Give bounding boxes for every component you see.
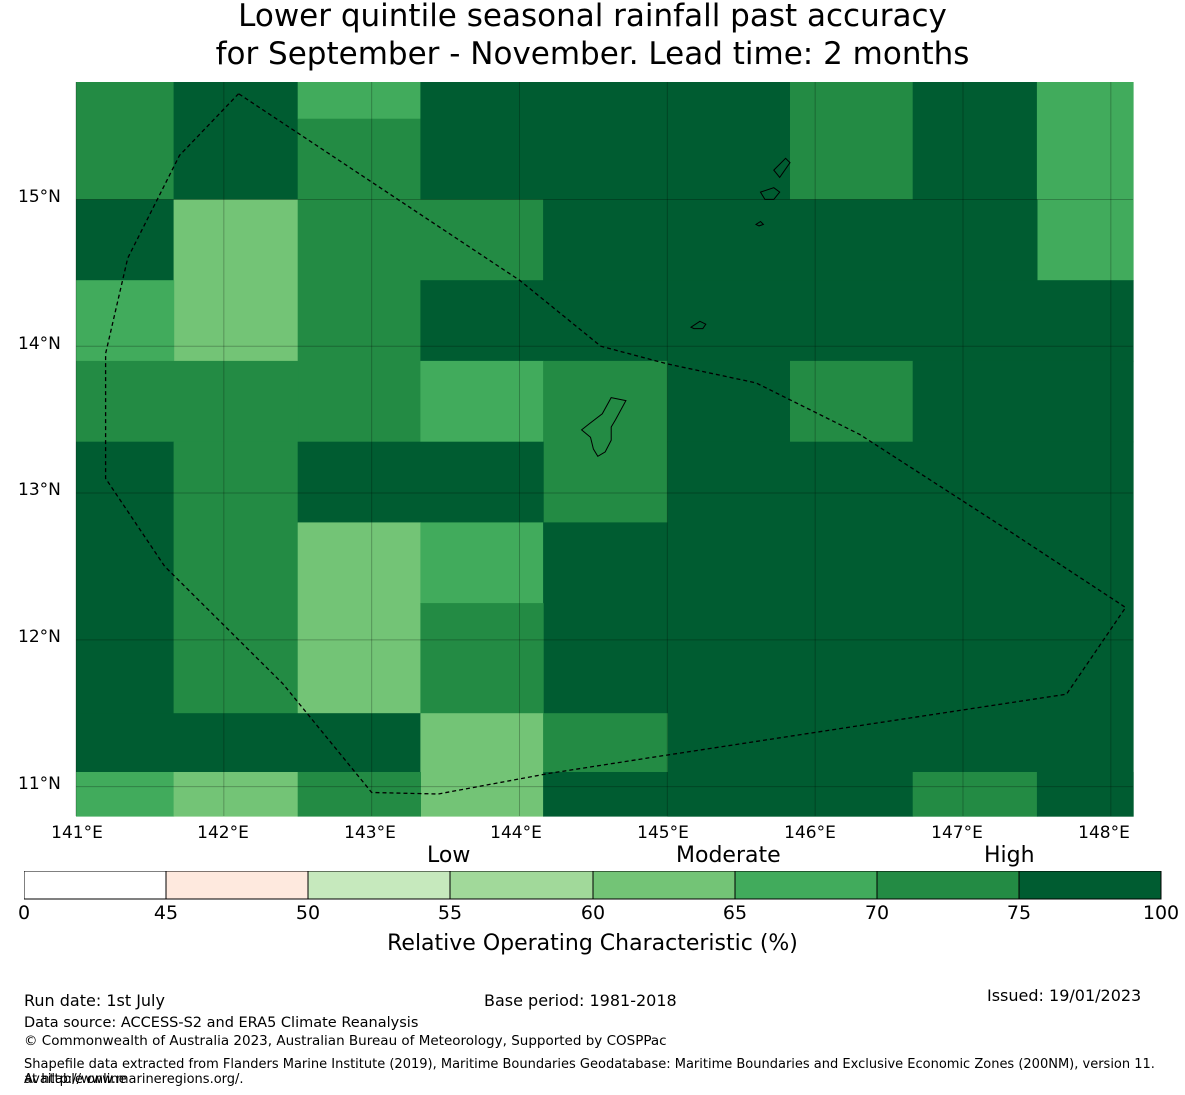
grid-cell	[173, 772, 299, 817]
lon-label-143e: 143°E	[344, 823, 396, 843]
colorbar-segment-60-65	[592, 871, 736, 900]
colorbar-segment-75-100	[1018, 871, 1162, 900]
lon-label-145e: 145°E	[637, 823, 689, 843]
grid-cell	[173, 82, 299, 200]
island-outline	[773, 157, 791, 179]
grid-cell	[1036, 772, 1134, 817]
grid-cell	[543, 772, 914, 817]
run-date: Run date: 1st July	[24, 991, 165, 1010]
colorbar-segment-50-55	[307, 871, 451, 900]
grid-cell	[173, 199, 299, 362]
island-outline	[754, 220, 765, 227]
grid-cell	[1036, 82, 1134, 281]
colorbar-tick: 45	[153, 902, 179, 924]
shapefile-credit-line-2: at http://www.marineregions.org/.	[24, 1072, 244, 1087]
lon-label-142e: 142°E	[197, 823, 249, 843]
category-moderate: Moderate	[676, 843, 781, 868]
grid-cell	[420, 603, 544, 714]
grid-cell	[912, 82, 1038, 200]
island-outline	[759, 187, 781, 200]
lon-label-141e: 141°E	[51, 823, 103, 843]
grid-cell	[76, 441, 175, 714]
colorbar	[24, 871, 1162, 900]
lat-label-13n: 13°N	[18, 480, 61, 500]
colorbar-tick: 75	[1006, 902, 1032, 924]
grid-cell	[543, 360, 668, 523]
grid-cell	[790, 82, 914, 200]
copyright: © Commonwealth of Australia 2023, Austra…	[24, 1033, 667, 1049]
category-high: High	[984, 843, 1035, 868]
island-outline	[689, 320, 707, 330]
grid-cell	[297, 772, 421, 817]
grid-cell	[420, 360, 544, 443]
islands	[580, 157, 791, 457]
colorbar-segment-65-70	[734, 871, 878, 900]
grid-cell	[420, 522, 544, 604]
lon-label-144e: 144°E	[490, 823, 542, 843]
grid-cell	[297, 441, 544, 523]
grid-cell	[912, 360, 1134, 443]
colorbar-segment-45-50	[165, 871, 309, 900]
grid-cell	[297, 522, 421, 714]
lon-label-147e: 147°E	[931, 823, 983, 843]
colorbar-tick: 100	[1142, 902, 1180, 924]
chart-title-line-2: for September - November. Lead time: 2 m…	[215, 36, 970, 72]
grid-cell	[420, 713, 544, 817]
colorbar-segment-55-60	[449, 871, 594, 900]
grid-cell	[420, 82, 791, 200]
grid-cell	[297, 199, 421, 443]
colorbar-tick: 65	[722, 902, 748, 924]
chart-title-line-1: Lower quintile seasonal rainfall past ac…	[238, 0, 947, 34]
colorbar-segment-0-45	[24, 871, 167, 900]
colorbar-segment-70-75	[876, 871, 1020, 900]
island-outline	[580, 397, 627, 457]
colorbar-tick: 0	[17, 902, 31, 924]
issued-date: Issued: 19/01/2023	[987, 986, 1142, 1005]
grid-cell	[667, 441, 1134, 817]
grid-cell	[76, 199, 175, 281]
grid-cell	[420, 199, 544, 281]
colorbar-tick: 60	[580, 902, 606, 924]
grid-cell	[543, 522, 668, 714]
grid-cell	[790, 360, 914, 443]
category-low: Low	[427, 843, 471, 868]
grid-cell	[543, 199, 1038, 281]
grid-cell	[543, 713, 668, 773]
colorbar-tick: 70	[864, 902, 890, 924]
lat-label-12n: 12°N	[18, 627, 61, 647]
colorbar-tick: 55	[437, 902, 463, 924]
data-source: Data source: ACCESS-S2 and ERA5 Climate …	[24, 1015, 419, 1031]
map-panel	[75, 82, 1134, 817]
lon-label-146e: 146°E	[784, 823, 836, 843]
grid-cell	[297, 82, 421, 120]
grid-cell	[76, 713, 421, 773]
lat-label-11n: 11°N	[18, 774, 61, 794]
grid-cell	[912, 772, 1038, 817]
lat-label-15n: 15°N	[18, 187, 61, 207]
grid-cell	[297, 118, 421, 200]
grid-cell	[76, 82, 175, 200]
lon-label-148e: 148°E	[1078, 823, 1130, 843]
grid-cell	[420, 280, 1134, 362]
grid-cell	[173, 441, 299, 714]
shapefile-credit-line-1: Shapefile data extracted from Flanders M…	[24, 1057, 1155, 1087]
grid-cell	[76, 772, 175, 817]
eez-boundary	[104, 93, 1127, 795]
roc-grid-cells	[76, 82, 1134, 817]
colorbar-tick: 50	[295, 902, 321, 924]
graticule	[75, 82, 1133, 816]
grid-cell	[76, 280, 175, 362]
base-period: Base period: 1981-2018	[484, 991, 677, 1010]
lat-label-14n: 14°N	[18, 334, 61, 354]
grid-cell	[76, 360, 299, 443]
colorbar-label: Relative Operating Characteristic (%)	[387, 931, 798, 956]
grid-cell	[667, 360, 791, 443]
